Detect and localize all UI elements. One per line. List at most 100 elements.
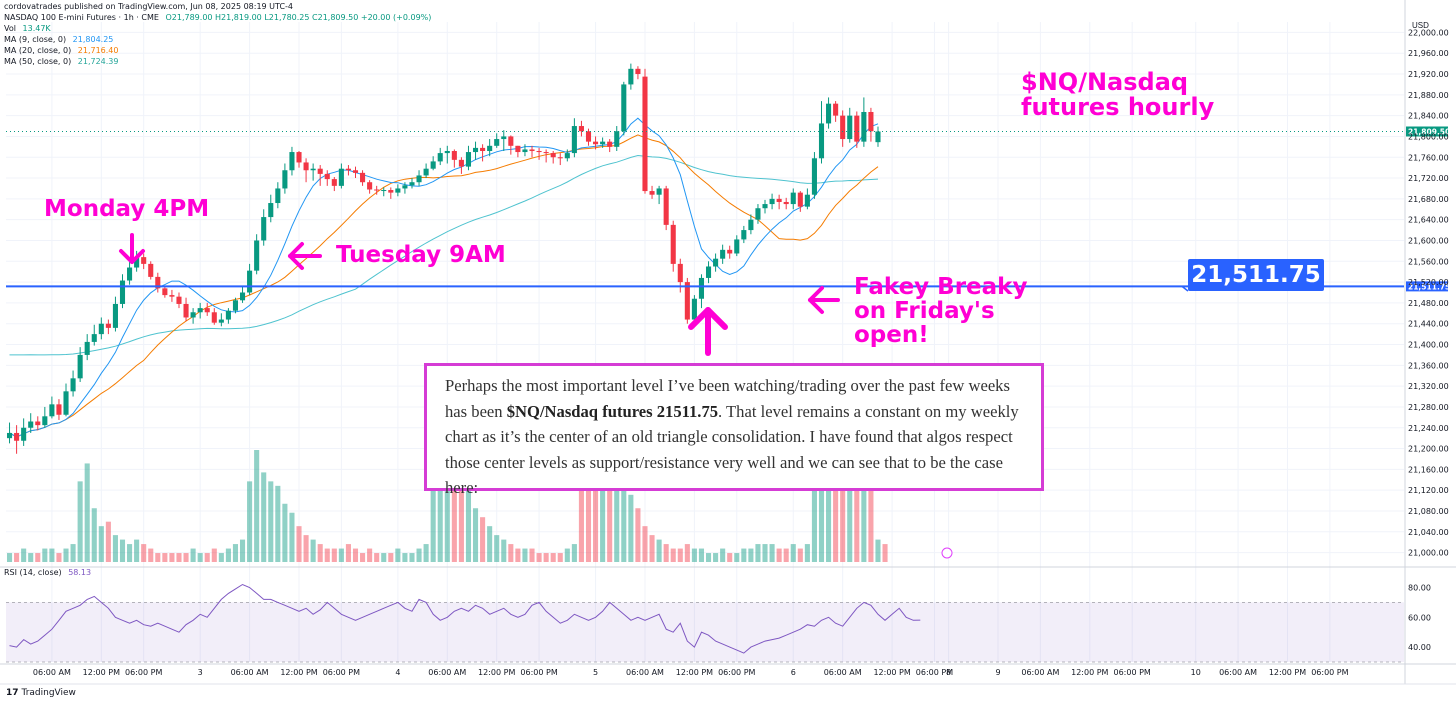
volume-bar [169, 553, 175, 562]
candle-body [811, 158, 817, 195]
candle-body [494, 139, 500, 146]
candle-body [360, 172, 366, 183]
volume-bar [155, 553, 161, 562]
volume-bar [529, 548, 535, 562]
candle-body [607, 141, 613, 147]
volume-bar [275, 485, 281, 562]
volume-bar [628, 494, 634, 562]
price-tick-label: 22,000.00 [1408, 28, 1449, 37]
legend-rsi[interactable]: RSI (14, close) 58.13 [4, 568, 95, 577]
volume-bar [374, 553, 380, 562]
volume-bar [868, 450, 874, 562]
volume-bar [621, 481, 627, 562]
candle-body [345, 168, 351, 171]
volume-bar [677, 548, 683, 562]
volume-bar [720, 548, 726, 562]
volume-bar [381, 553, 387, 562]
price-tick-label: 21,280.00 [1408, 403, 1449, 412]
volume-bar [204, 553, 210, 562]
volume-bar [776, 548, 782, 562]
volume-bar [783, 548, 789, 562]
time-tick-label: 4 [395, 668, 400, 677]
volume-bar [522, 548, 528, 562]
legend-ma20[interactable]: MA (20, close, 0) 21,716.40 [4, 46, 122, 55]
price-tick-label: 21,960.00 [1408, 49, 1449, 58]
volume-bar [585, 450, 592, 562]
candle-body [127, 267, 133, 281]
volume-bar [656, 539, 662, 562]
candle-body [14, 432, 20, 441]
volume-bar [840, 463, 846, 562]
volume-bar [698, 548, 705, 562]
candle-body [868, 111, 874, 132]
time-tick-label: 06:00 AM [1021, 668, 1059, 677]
volume-bar [480, 517, 486, 562]
volume-bar [352, 548, 359, 562]
candle-body [826, 103, 832, 124]
legend-vol[interactable]: Vol 13.47K [4, 24, 55, 33]
volume-bar [197, 553, 203, 562]
candle-body [98, 323, 104, 335]
candle-body [804, 194, 810, 207]
title-line-2: futures hourly [1021, 93, 1215, 122]
friday-up-arrow-head [688, 307, 728, 330]
candle-body [70, 378, 76, 392]
volume-bar [28, 553, 34, 562]
volume-bar [239, 539, 246, 562]
tradingview-logo[interactable]: 17 TradingView [6, 688, 76, 698]
volume-bar [804, 544, 810, 562]
volume-bar [14, 553, 20, 562]
volume-bar [268, 481, 274, 562]
candles [6, 63, 881, 454]
candle-body [183, 303, 189, 318]
rsi-value: 58.13 [68, 568, 92, 577]
candle-body [21, 427, 27, 441]
volume-bar [395, 548, 401, 562]
volume-bar [176, 553, 182, 562]
candle-body [388, 190, 394, 193]
volume-bar [465, 490, 472, 562]
candle-body [374, 189, 380, 191]
annotation-arrows [119, 233, 953, 559]
legend-ma9[interactable]: MA (9, close, 0) 21,804.25 [4, 35, 117, 44]
candle-body [472, 147, 479, 153]
volume-bar [324, 548, 330, 562]
candle-body [310, 168, 316, 171]
level-badge-pointer [1181, 285, 1189, 292]
volume-bar [437, 450, 443, 562]
volume-bar [713, 553, 719, 562]
candle-body [656, 188, 662, 195]
candle-body [840, 115, 846, 140]
candle-body [197, 308, 203, 313]
candle-body [282, 170, 288, 189]
volume-bar [345, 544, 351, 562]
candle-body [225, 310, 231, 320]
candle-body [748, 219, 754, 231]
candle-body [303, 162, 309, 171]
fakey-arrow-head [808, 286, 824, 314]
candle-body [571, 126, 577, 154]
currency-label[interactable]: USD [1412, 21, 1429, 30]
candle-body [684, 282, 690, 320]
ma20-value: 21,716.40 [77, 46, 119, 55]
ma9-path [9, 117, 879, 438]
ma50-line [9, 154, 879, 356]
volume-bar [614, 463, 620, 562]
price-tick-label: 21,640.00 [1408, 216, 1449, 225]
time-tick-label: 10 [1191, 668, 1201, 677]
ma50-path [9, 154, 879, 356]
time-tick-label: 06:00 PM [916, 668, 953, 677]
volume-bar [303, 535, 309, 562]
legend-ma50[interactable]: MA (50, close, 0) 21,724.39 [4, 57, 122, 66]
ma50-value: 21,724.39 [77, 57, 119, 66]
volume-bar [727, 553, 733, 562]
volume-bar [360, 553, 366, 562]
candle-body [402, 185, 408, 189]
volume-bar [310, 539, 316, 562]
candle-body [628, 68, 634, 85]
symbol-name[interactable]: NASDAQ 100 E-mini Futures · 1h · CME [4, 13, 159, 22]
volume-bar [797, 548, 803, 562]
volume-bar [289, 512, 295, 562]
volume-bar [487, 526, 493, 562]
